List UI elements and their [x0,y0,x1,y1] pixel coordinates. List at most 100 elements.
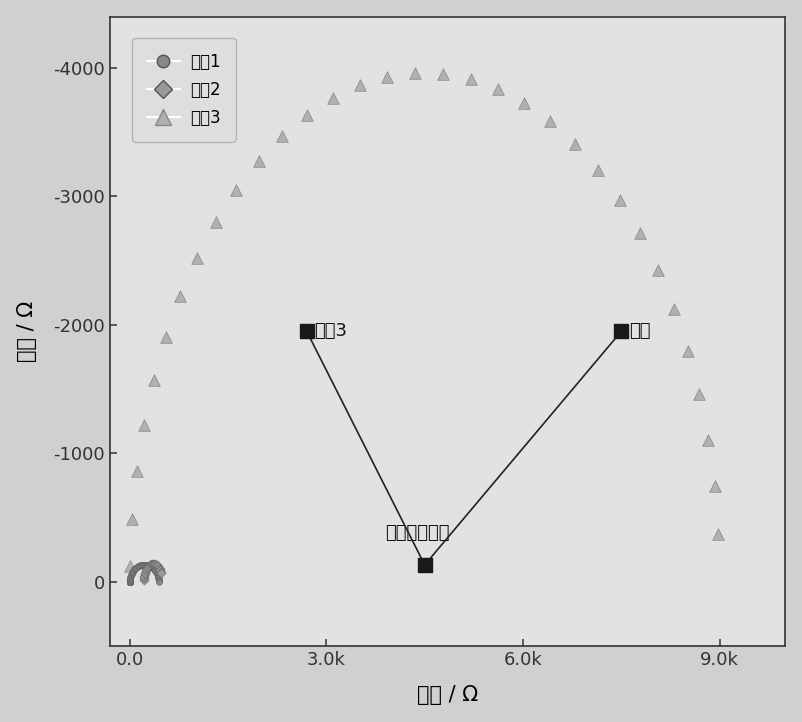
Point [144,560,156,572]
Point [143,560,156,571]
Point [708,481,721,492]
Point [136,559,148,570]
Point [124,576,136,588]
Point [124,576,136,588]
Point [126,567,139,578]
Point [145,558,158,570]
Point [124,576,136,588]
Point [124,573,136,585]
Point [124,560,136,572]
Point [125,513,138,524]
Point [124,576,136,588]
Point [127,565,140,577]
Point [544,116,557,127]
Point [276,131,289,142]
Point [136,559,149,570]
Point [464,74,477,85]
Point [667,303,680,315]
Point [145,561,158,573]
Point [702,434,715,445]
Point [651,264,664,276]
Point [124,576,136,588]
Point [615,326,628,337]
Point [134,560,147,571]
Point [124,576,136,588]
Point [152,562,165,573]
Point [124,576,136,588]
Point [209,217,222,228]
Point [124,576,136,588]
Point [130,466,143,477]
Point [147,562,160,574]
Point [174,290,187,302]
Point [124,570,137,581]
Point [151,568,164,580]
Point [153,563,166,575]
Point [681,345,694,357]
Point [518,97,531,109]
Point [131,561,144,573]
Point [124,576,136,588]
Text: 脊酶: 脊酶 [630,322,650,340]
Point [127,566,140,578]
Point [148,375,160,386]
Point [152,576,165,588]
Point [152,573,165,584]
Point [155,567,168,579]
Point [569,138,581,149]
Point [138,574,151,586]
Point [124,576,136,588]
Point [301,109,314,121]
Point [354,79,367,91]
Point [151,569,164,580]
Point [144,559,157,570]
Point [152,570,164,581]
Point [124,576,136,588]
Point [419,559,431,570]
Point [693,388,706,400]
Point [132,560,145,572]
Point [191,252,204,264]
Point [146,562,159,573]
Point [152,570,164,582]
Point [160,331,172,343]
Point [230,184,243,196]
Point [144,560,157,572]
Point [144,560,156,571]
Point [151,567,164,579]
Point [140,562,153,574]
Point [124,576,136,588]
Point [436,69,449,80]
Text: 葡萄糖氧化酶: 葡萄糖氧化酶 [385,524,450,542]
Point [300,326,313,337]
Point [133,560,146,571]
Point [327,92,340,104]
Point [138,572,151,583]
Point [124,576,136,588]
Point [151,560,164,571]
Point [125,569,138,580]
Point [409,68,422,79]
Point [150,567,163,578]
Point [138,559,151,570]
Point [141,560,154,571]
Point [124,574,136,586]
Legend: 电杗1, 电杗2, 电杗3: 电杗1, 电杗2, 电杗3 [132,38,236,142]
Point [140,564,153,575]
Point [124,576,136,588]
Point [148,565,161,576]
Point [138,559,151,570]
Point [142,560,155,571]
Point [150,559,163,570]
Point [492,83,504,95]
Point [124,576,136,588]
Point [152,561,164,573]
Point [135,560,148,571]
Point [139,567,152,578]
Point [146,562,159,573]
Point [592,165,605,176]
Point [132,560,144,572]
Point [140,559,152,570]
Point [149,565,162,577]
Point [252,155,265,167]
